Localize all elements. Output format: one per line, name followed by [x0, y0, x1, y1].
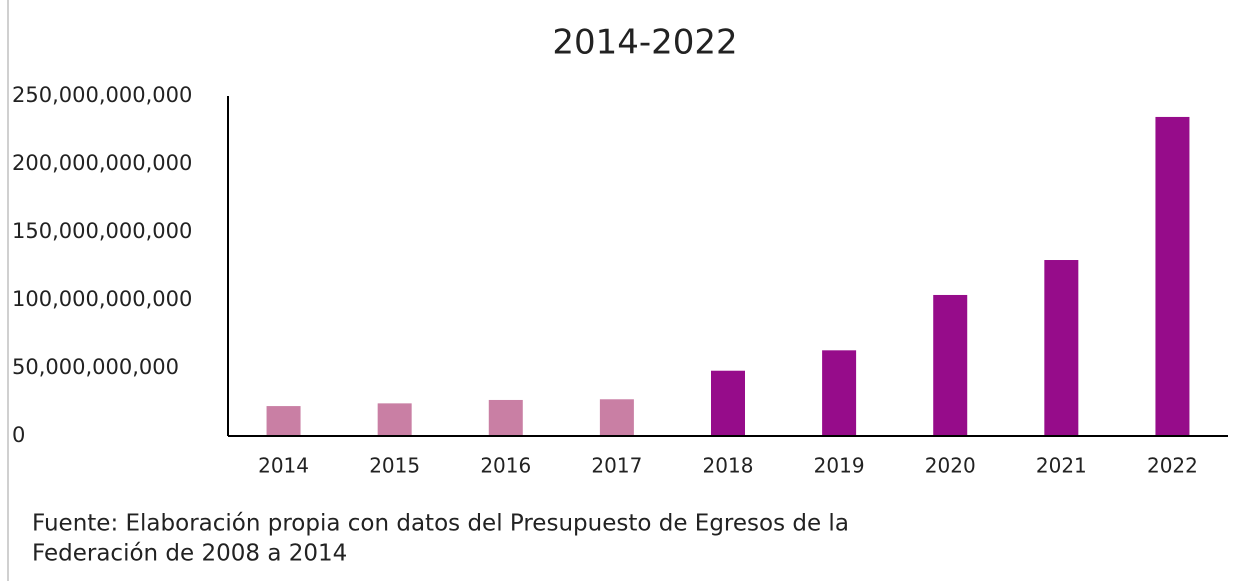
x-tick-label: 2022 [1147, 454, 1198, 478]
bar [933, 294, 968, 436]
y-tick-label: 150,000,000,000 [12, 219, 192, 243]
bar [711, 370, 745, 436]
bar [599, 399, 634, 436]
x-tick-label: 2015 [369, 454, 420, 478]
bar [266, 406, 301, 436]
y-tick-label: 200,000,000,000 [12, 151, 192, 175]
x-tick-label: 2019 [814, 454, 865, 478]
y-tick-label: 0 [12, 423, 25, 447]
x-tick-label: 2016 [480, 454, 531, 478]
x-tick-label: 2021 [1036, 454, 1087, 478]
x-tick-label: 2014 [258, 454, 309, 478]
bar [1044, 260, 1079, 436]
bar [822, 350, 857, 436]
bar [488, 399, 523, 436]
x-tick-label: 2020 [925, 454, 976, 478]
source-note: Federación de 2008 a 2014 [32, 541, 347, 567]
y-tick-label: 50,000,000,000 [12, 355, 179, 379]
source-note: Fuente: Elaboración propia con datos del… [32, 511, 849, 537]
x-tick-label: 2017 [591, 454, 642, 478]
y-tick-label: 100,000,000,000 [12, 287, 192, 311]
bar [377, 403, 412, 436]
x-tick-label: 2018 [703, 454, 754, 478]
bar [1155, 116, 1190, 436]
chart-title: 2014-2022 [552, 23, 737, 63]
y-tick-label: 250,000,000,000 [12, 83, 192, 107]
